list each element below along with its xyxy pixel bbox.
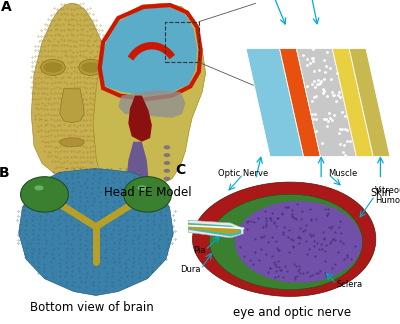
Ellipse shape — [44, 62, 62, 73]
Ellipse shape — [138, 185, 146, 191]
Ellipse shape — [164, 145, 170, 149]
Polygon shape — [31, 3, 113, 178]
Polygon shape — [246, 49, 304, 156]
Text: Pia: Pia — [193, 246, 205, 255]
Ellipse shape — [60, 138, 84, 147]
Text: B: B — [0, 166, 9, 180]
Polygon shape — [188, 220, 243, 238]
Text: Bottom view of brain: Bottom view of brain — [30, 301, 154, 314]
Polygon shape — [102, 7, 197, 96]
Text: Muscle: Muscle — [328, 169, 358, 179]
Bar — [165, 22, 199, 62]
Text: Optic Nerve: Optic Nerve — [218, 169, 268, 179]
Text: eye and optic nerve: eye and optic nerve — [233, 306, 351, 319]
Text: Skull: Skull — [310, 188, 333, 198]
Ellipse shape — [34, 185, 44, 191]
Polygon shape — [128, 96, 152, 142]
Ellipse shape — [124, 177, 172, 212]
Polygon shape — [349, 49, 390, 156]
Ellipse shape — [164, 177, 170, 181]
Text: Skin: Skin — [370, 188, 391, 198]
Polygon shape — [332, 49, 373, 156]
Polygon shape — [128, 42, 175, 61]
Polygon shape — [60, 89, 84, 123]
Text: C: C — [176, 163, 186, 177]
Polygon shape — [127, 142, 148, 182]
Text: A: A — [1, 0, 12, 14]
Ellipse shape — [164, 169, 170, 173]
Polygon shape — [296, 49, 356, 156]
Ellipse shape — [20, 177, 68, 212]
Ellipse shape — [164, 161, 170, 165]
Text: Dura: Dura — [180, 265, 201, 274]
Polygon shape — [93, 3, 206, 188]
Polygon shape — [235, 201, 362, 283]
Text: Sclera: Sclera — [337, 280, 363, 289]
Polygon shape — [188, 224, 239, 234]
Polygon shape — [210, 194, 362, 290]
Text: CSF: CSF — [246, 188, 265, 198]
Polygon shape — [188, 223, 241, 237]
Text: Head FE Model: Head FE Model — [104, 186, 192, 199]
Polygon shape — [192, 182, 376, 296]
Polygon shape — [19, 168, 173, 295]
Ellipse shape — [41, 59, 65, 75]
Polygon shape — [280, 49, 320, 156]
Polygon shape — [118, 90, 186, 118]
Ellipse shape — [164, 153, 170, 157]
Ellipse shape — [79, 59, 103, 75]
Ellipse shape — [82, 62, 100, 73]
Text: Vitreous
Humor: Vitreous Humor — [375, 186, 400, 205]
